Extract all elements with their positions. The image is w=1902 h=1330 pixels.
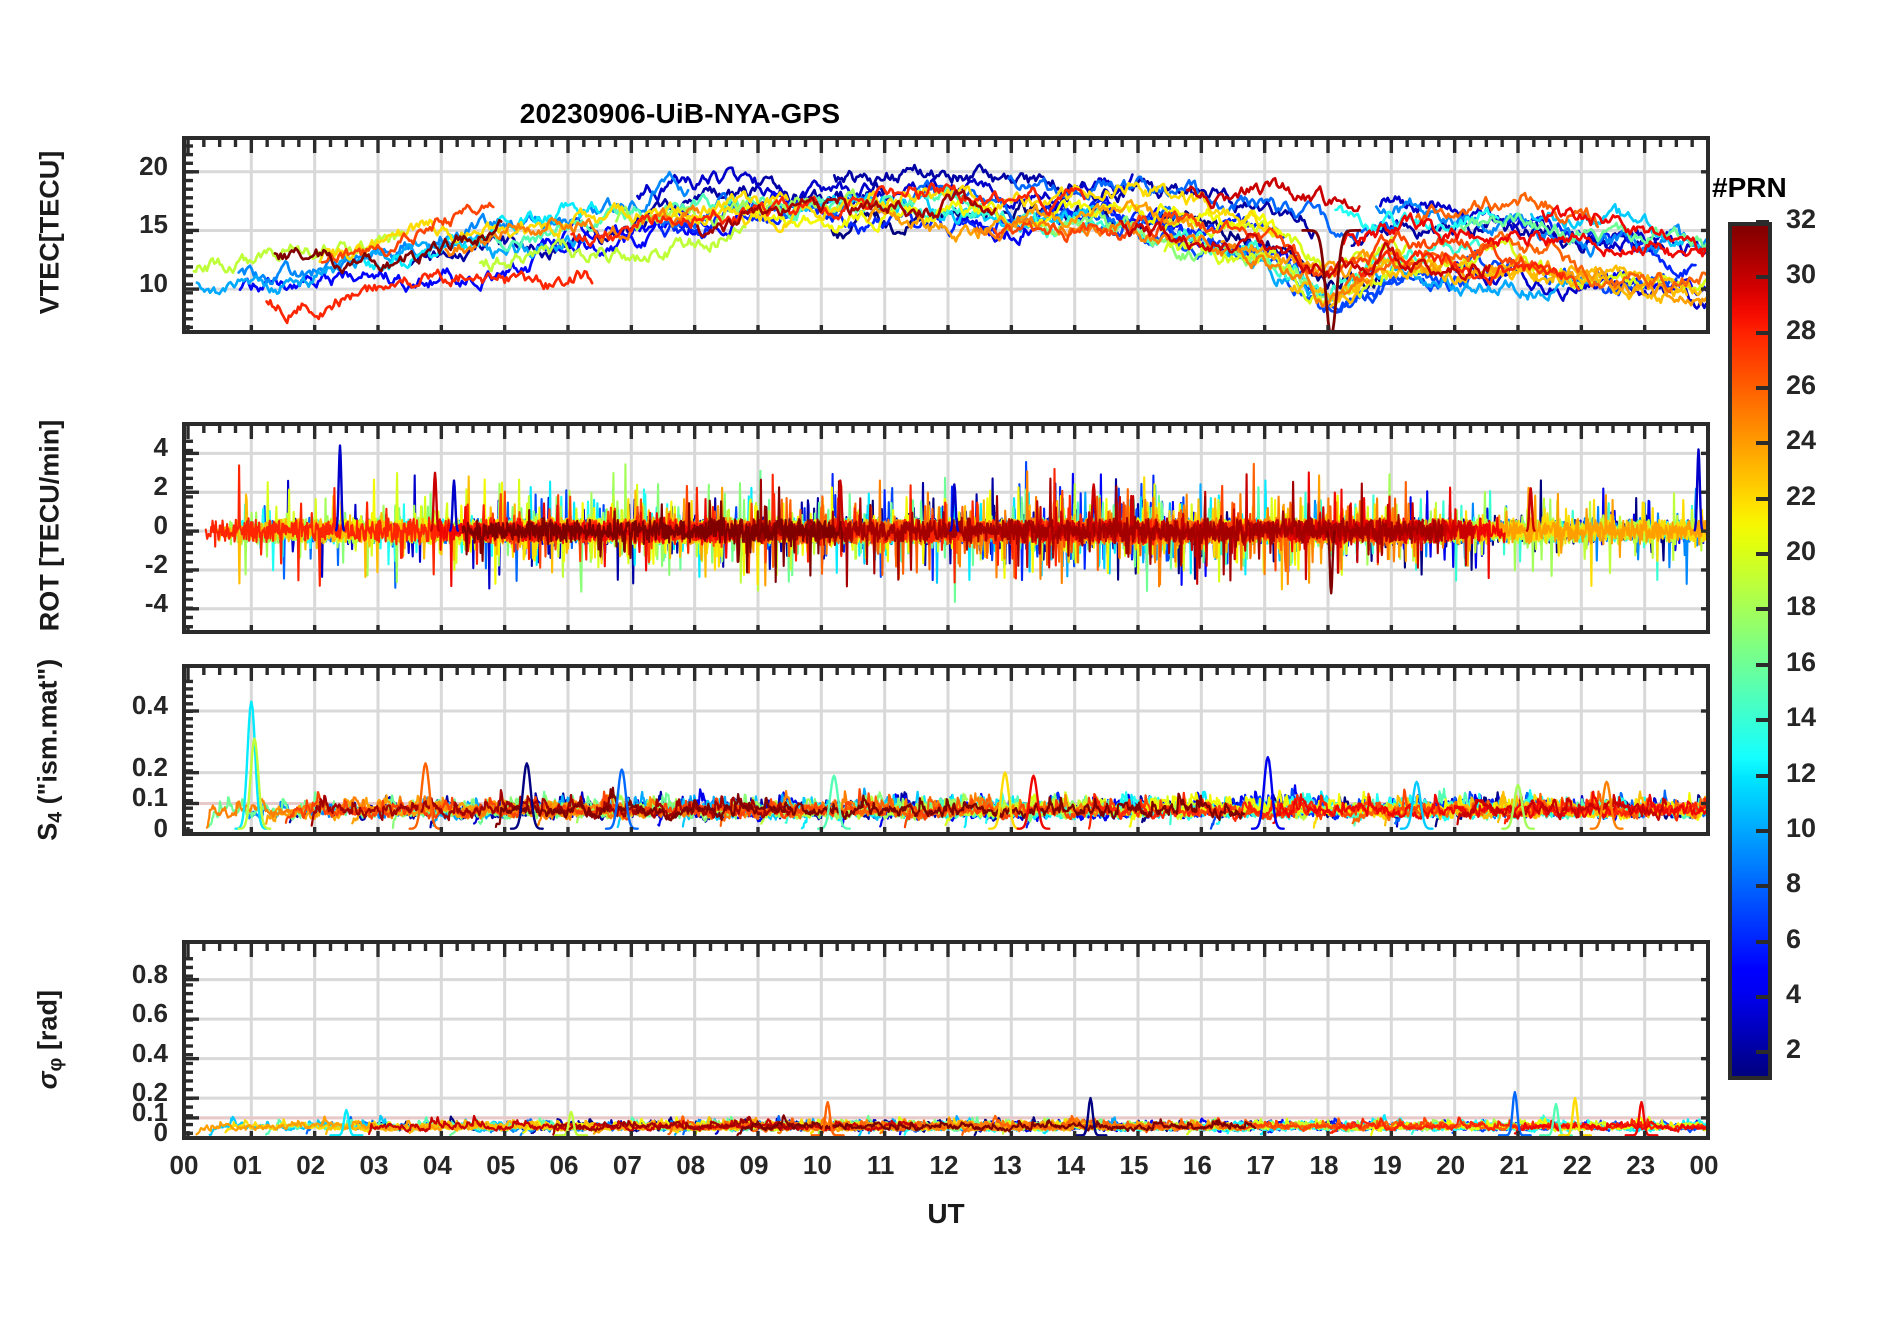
plot-area-s4	[186, 668, 1706, 832]
plot-panel-rot	[182, 422, 1710, 634]
plot-panel-vtec	[182, 136, 1710, 334]
y-tick-rot-4: 4	[153, 432, 168, 463]
colorbar-tick-28: 28	[1786, 314, 1817, 345]
y-tick-sigma-phi-0p1: 0.1	[131, 1096, 168, 1127]
y-tick-sigma-phi-0p6: 0.6	[131, 998, 168, 1029]
colorbar-tick-22: 22	[1786, 480, 1817, 511]
x-tick-12-12: 12	[929, 1150, 959, 1180]
colorbar-tick-10: 10	[1786, 812, 1817, 843]
colorbar-tick-4: 4	[1786, 978, 1802, 1009]
y-tick-s4-0: 0	[153, 813, 168, 844]
colorbar-tickmark-26	[1756, 386, 1769, 391]
figure-title: 20230906-UiB-NYA-GPS	[519, 98, 841, 129]
colorbar-tickmark-24	[1756, 441, 1769, 446]
y-tick-sigma-phi-0p4: 0.4	[131, 1037, 168, 1068]
colorbar-tickmark-32	[1756, 220, 1769, 224]
x-tick-14-14: 14	[1056, 1150, 1086, 1180]
colorbar-tickmark-8	[1756, 884, 1769, 889]
colorbar-tickmark-10	[1756, 828, 1769, 833]
y-axis-label-vtec: VTEC[TECU]	[34, 150, 65, 315]
x-tick-23-23: 23	[1626, 1150, 1656, 1180]
colorbar-tickmark-14	[1756, 718, 1769, 723]
y-tick-sigma-phi-0: 0	[153, 1116, 168, 1147]
y-tick-sigma-phi-0p2: 0.2	[131, 1077, 168, 1108]
colorbar-tickmark-12	[1756, 773, 1769, 778]
y-tick-rot-2: 2	[153, 471, 168, 502]
y-tick-rot-neg2: -2	[144, 548, 168, 579]
colorbar-tick-32: 32	[1786, 204, 1817, 234]
x-tick-17-17: 17	[1246, 1150, 1276, 1180]
y-tick-vtec-20: 20	[139, 150, 168, 181]
x-tick-16-16: 16	[1182, 1150, 1212, 1180]
x-axis-label: UT	[927, 1198, 965, 1229]
plot-area-vtec	[186, 140, 1706, 330]
plot-area-sigma-phi	[186, 944, 1706, 1136]
x-tick-22-22: 22	[1562, 1150, 1592, 1180]
colorbar-tick-12: 12	[1786, 757, 1817, 788]
y-tick-rot-0: 0	[153, 510, 168, 541]
y-tick-vtec-15: 15	[139, 209, 168, 240]
colorbar-tickmark-20	[1756, 552, 1769, 557]
x-tick-00-0: 00	[169, 1150, 199, 1180]
x-tick-19-19: 19	[1372, 1150, 1402, 1180]
x-tick-11-11: 11	[866, 1150, 895, 1180]
colorbar-tickmark-30	[1756, 275, 1769, 280]
x-tick-01-1: 01	[232, 1150, 262, 1180]
y-axis-label-s4: S4 ("ism.mat")	[32, 658, 67, 841]
x-tick-07-7: 07	[612, 1150, 642, 1180]
plot-panel-s4	[182, 664, 1710, 836]
y-tick-vtec-10: 10	[139, 268, 168, 299]
colorbar-tick-24: 24	[1786, 425, 1817, 456]
y-axis-label-sigma-phi: σφ [rad]	[32, 990, 67, 1090]
y-tick-s4-0p2: 0.2	[131, 751, 168, 782]
colorbar-tickmark-22	[1756, 496, 1769, 501]
y-axis-label-rot: ROT [TECU/min]	[34, 419, 65, 632]
x-tick-10-10: 10	[802, 1150, 832, 1180]
x-tick-04-4: 04	[422, 1150, 452, 1180]
colorbar	[1728, 222, 1772, 1080]
colorbar-tick-30: 30	[1786, 259, 1817, 290]
x-tick-00-24: 00	[1689, 1150, 1719, 1180]
colorbar-tick-8: 8	[1786, 868, 1802, 899]
x-tick-09-9: 09	[739, 1150, 769, 1180]
colorbar-tick-26: 26	[1786, 370, 1817, 401]
x-tick-18-18: 18	[1309, 1150, 1339, 1180]
x-tick-20-20: 20	[1436, 1150, 1466, 1180]
colorbar-tick-20: 20	[1786, 536, 1817, 567]
plot-panel-sigma-phi	[182, 940, 1710, 1140]
y-tick-sigma-phi-0p8: 0.8	[131, 958, 168, 989]
colorbar-tickmark-18	[1756, 607, 1769, 612]
colorbar-tickmark-2	[1756, 1050, 1769, 1055]
x-tick-05-5: 05	[486, 1150, 516, 1180]
colorbar-tickmark-28	[1756, 330, 1769, 335]
x-tick-15-15: 15	[1119, 1150, 1149, 1180]
x-tick-08-8: 08	[676, 1150, 706, 1180]
colorbar-title: #PRN	[1712, 172, 1787, 203]
colorbar-tick-18: 18	[1786, 591, 1817, 622]
colorbar-tick-16: 16	[1786, 646, 1817, 677]
y-tick-s4-0p1: 0.1	[131, 782, 168, 813]
y-tick-rot-neg4: -4	[144, 587, 168, 618]
x-tick-06-6: 06	[549, 1150, 579, 1180]
colorbar-tick-14: 14	[1786, 702, 1817, 733]
colorbar-tick-6: 6	[1786, 923, 1802, 954]
x-tick-13-13: 13	[992, 1150, 1022, 1180]
colorbar-tickmark-16	[1756, 662, 1769, 667]
colorbar-tickmark-4	[1756, 994, 1769, 999]
x-tick-03-3: 03	[359, 1150, 389, 1180]
y-tick-s4-0p4: 0.4	[131, 689, 168, 720]
colorbar-tick-2: 2	[1786, 1034, 1802, 1065]
plot-area-rot	[186, 426, 1706, 630]
x-tick-21-21: 21	[1499, 1150, 1529, 1180]
colorbar-tickmark-6	[1756, 939, 1769, 944]
x-tick-02-2: 02	[296, 1150, 326, 1180]
